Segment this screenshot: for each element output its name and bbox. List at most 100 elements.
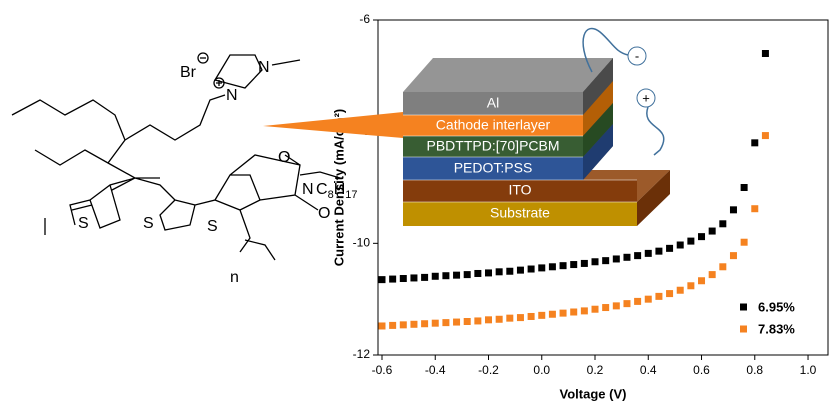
- y-tick-label: -10: [353, 236, 371, 250]
- point: [474, 270, 481, 277]
- layer-label: PEDOT:PSS: [454, 160, 533, 176]
- charge: -: [635, 48, 639, 63]
- point: [762, 132, 769, 139]
- charge: +: [642, 90, 650, 105]
- atom: S: [207, 218, 218, 235]
- point: [698, 277, 705, 284]
- atom: N: [226, 87, 238, 104]
- side-chain-c: C: [316, 181, 328, 198]
- point: [730, 252, 737, 259]
- point: [634, 298, 641, 305]
- point: [666, 245, 673, 252]
- point: [410, 321, 417, 328]
- point: [464, 271, 471, 278]
- point: [378, 322, 385, 329]
- x-tick-label: 1.0: [800, 363, 817, 377]
- figure: Br N N N C8H17 O O S S S n -0.6 - 0.4 -0.2 0…: [0, 0, 830, 406]
- point: [485, 316, 492, 323]
- point: [538, 312, 545, 319]
- point: [602, 304, 609, 311]
- layer-label: ITO: [508, 182, 531, 198]
- point: [666, 290, 673, 297]
- point: [741, 184, 748, 191]
- bonds: [12, 55, 340, 260]
- point: [741, 239, 748, 246]
- point: [645, 296, 652, 303]
- point: [730, 206, 737, 213]
- point: [709, 271, 716, 278]
- point: [560, 310, 567, 317]
- point: [570, 309, 577, 316]
- point: [506, 315, 513, 322]
- point: [645, 250, 652, 257]
- point: [762, 50, 769, 57]
- point: [570, 261, 577, 268]
- point: [378, 276, 385, 283]
- x-tick-label: -0.2: [478, 363, 499, 377]
- point: [613, 302, 620, 309]
- point: [496, 316, 503, 323]
- layer-label: Substrate: [490, 205, 550, 221]
- legend-label: 6.95%: [758, 299, 795, 314]
- x-tick-label: 0.0: [533, 363, 550, 377]
- wire: [647, 107, 664, 155]
- point: [474, 317, 481, 324]
- legend-marker: [740, 304, 747, 311]
- point: [634, 252, 641, 259]
- point: [506, 268, 513, 275]
- point: [496, 268, 503, 275]
- legend-label: 7.83%: [758, 321, 795, 336]
- point: [538, 264, 545, 271]
- molecule: Br N N N C8H17 O O S S S n: [12, 53, 358, 286]
- layer-label: Cathode interlayer: [436, 117, 551, 133]
- point: [528, 266, 535, 273]
- point: [464, 318, 471, 325]
- point: [410, 274, 417, 281]
- point: [421, 320, 428, 327]
- layer-label: PBDTTPD:[70]PCBM: [426, 138, 559, 154]
- point: [655, 293, 662, 300]
- point: [453, 319, 460, 326]
- point: [687, 238, 694, 245]
- point: [442, 272, 449, 279]
- point: [623, 254, 630, 261]
- point: [613, 255, 620, 262]
- x-tick-label: 0.8: [746, 363, 763, 377]
- point: [602, 257, 609, 264]
- repeat-n: n: [230, 269, 239, 286]
- point: [560, 262, 567, 269]
- x-tick-label: -0.6: [372, 363, 393, 377]
- point: [389, 276, 396, 283]
- layer-label: Al: [487, 95, 499, 111]
- x-tick-label: 0.4: [640, 363, 657, 377]
- point: [421, 274, 428, 281]
- point: [623, 300, 630, 307]
- point: [517, 314, 524, 321]
- point: [677, 242, 684, 249]
- point: [581, 307, 588, 314]
- point: [592, 306, 599, 313]
- point: [432, 273, 439, 280]
- point: [709, 228, 716, 235]
- atom: N: [302, 181, 314, 198]
- atom: O: [318, 205, 330, 222]
- x-tick-label: 0.6: [693, 363, 710, 377]
- point: [485, 269, 492, 276]
- point: [517, 267, 524, 274]
- point: [655, 248, 662, 255]
- point: [432, 320, 439, 327]
- atom: N: [258, 59, 270, 76]
- point: [549, 263, 556, 270]
- x-tick-label: 0.2: [587, 363, 604, 377]
- side-chain-h-sub: 17: [345, 189, 357, 201]
- legend-marker: [740, 326, 747, 333]
- point: [592, 258, 599, 265]
- x-axis-label: Voltage (V): [560, 386, 627, 401]
- point: [719, 220, 726, 227]
- point: [400, 321, 407, 328]
- point: [687, 282, 694, 289]
- point: [442, 319, 449, 326]
- al-top: [403, 58, 613, 92]
- point: [751, 139, 758, 146]
- point: [751, 205, 758, 212]
